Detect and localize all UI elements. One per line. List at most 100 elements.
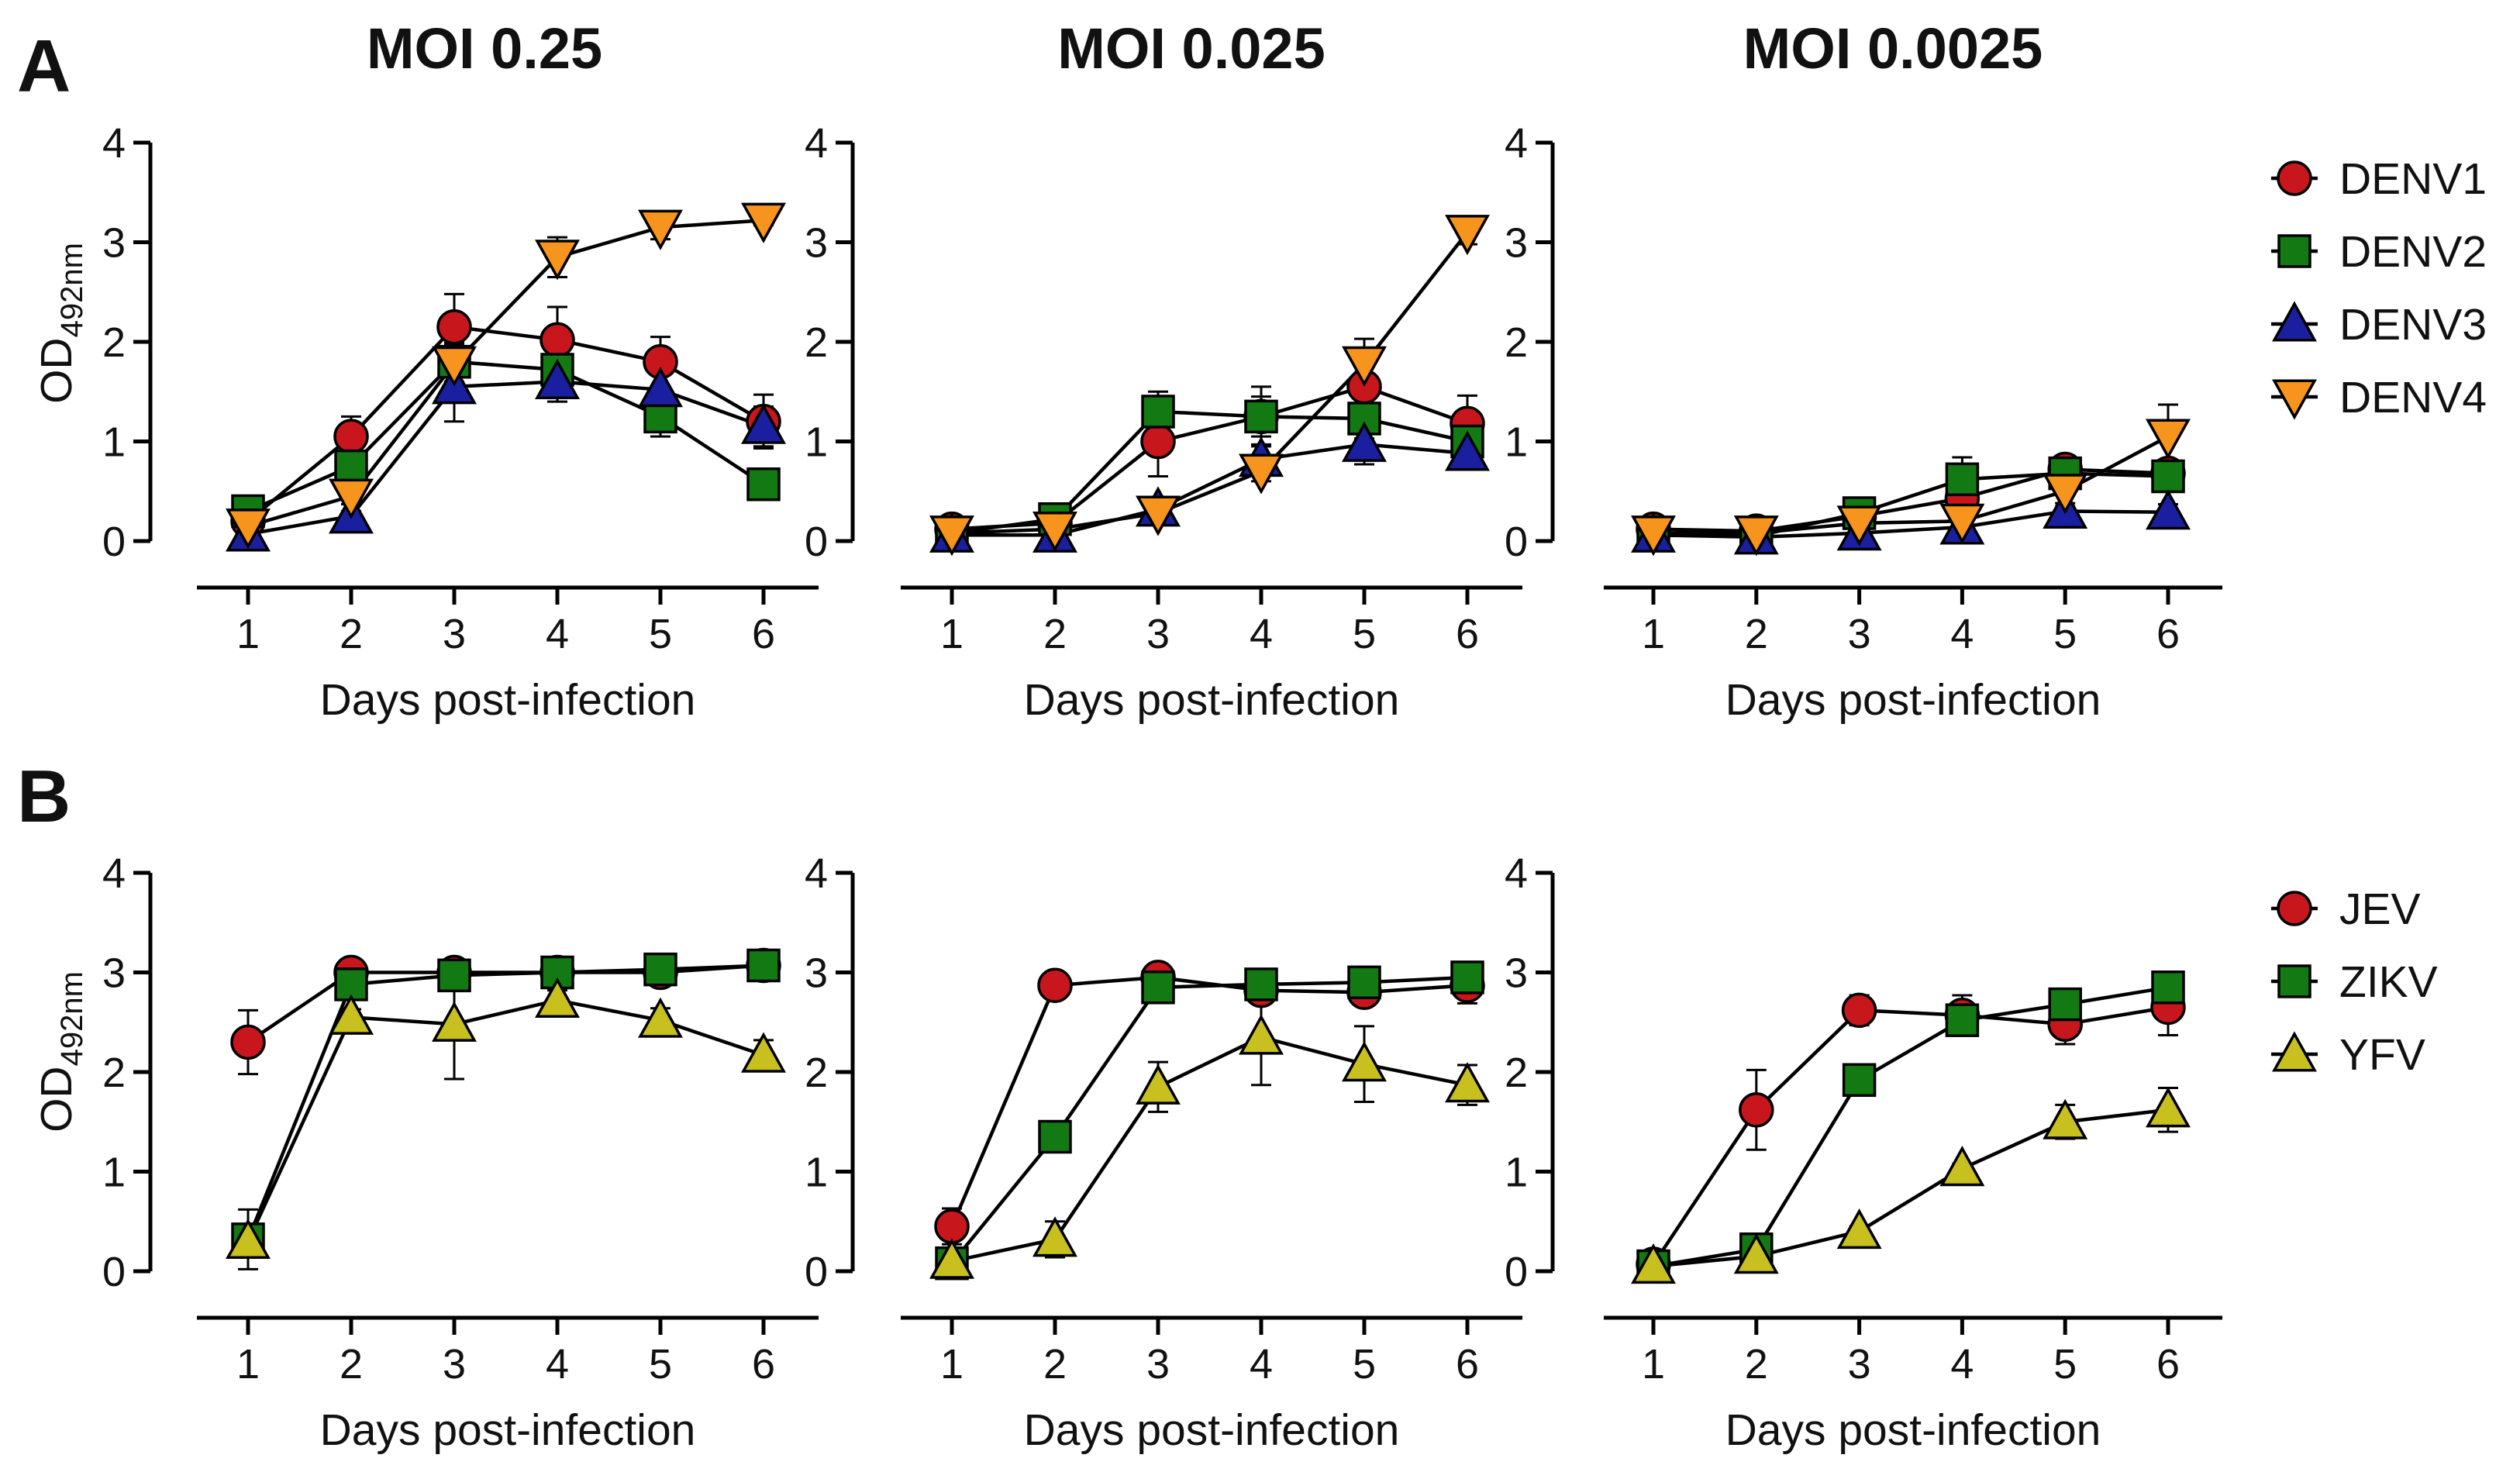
point-b-1-zikv-2: [1038, 1119, 1072, 1154]
x-axis-label-b-1: Days post-infection: [1024, 1405, 1400, 1455]
point-a-0-denv4-2: [329, 478, 374, 519]
y-tick-label-b-2-1: 1: [1505, 1150, 1528, 1196]
point-a-1-denv4-1: [929, 515, 974, 557]
panel-letter-a: A: [17, 25, 71, 108]
x-tick-label-b-1-5: 5: [1353, 1341, 1376, 1388]
point-b-2-yfv-1: [1631, 1243, 1676, 1284]
point-b-0-zikv-5: [643, 952, 677, 987]
x-tick-label-a-2-4: 4: [1950, 611, 1974, 657]
x-tick-label-b-2-2: 2: [1745, 1341, 1768, 1388]
point-a-1-denv4-4: [1239, 453, 1284, 495]
point-a-0-denv4-6: [741, 202, 786, 243]
y-tick-label-a-0-1: 1: [102, 419, 126, 466]
y-tick-label-b-2-2: 2: [1505, 1050, 1528, 1096]
point-a-0-denv3-4: [535, 358, 580, 399]
point-a-0-denv1-3: [436, 309, 472, 345]
legend-label-denv2: DENV2: [2339, 227, 2487, 277]
x-tick-label-b-2-6: 6: [2156, 1341, 2180, 1388]
point-b-2-yfv-6: [2146, 1087, 2191, 1128]
point-b-1-yfv-2: [1032, 1216, 1077, 1257]
point-a-0-denv3-5: [638, 367, 683, 408]
point-a-1-denv3-5: [1342, 421, 1387, 462]
x-tick-label-b-0-4: 4: [546, 1341, 569, 1388]
y-axis-label-b: OD492nm: [32, 971, 89, 1132]
x-tick-label-a-1-6: 6: [1456, 611, 1479, 657]
point-a-0-denv4-1: [226, 508, 271, 550]
point-b-1-zikv-5: [1347, 965, 1381, 1000]
x-tick-label-a-2-2: 2: [1745, 611, 1768, 657]
x-tick-label-b-1-4: 4: [1250, 1341, 1273, 1388]
column-title-moi-00025: MOI 0.0025: [1743, 16, 2043, 81]
x-tick-label-a-1-5: 5: [1353, 611, 1376, 657]
plot-b-moi-00025: 0 1 2 3 4 1 2 3 4 5 6 Days post-infection: [1505, 850, 2222, 1455]
point-b-0-zikv-6: [746, 948, 781, 983]
legend-item-zikv: ZIKV: [2271, 957, 2438, 1007]
y-tick-label-a-0-4: 4: [102, 120, 126, 167]
series-line-b-0-yfv: [246, 998, 764, 1243]
legend-b: JEV ZIKV YFV: [2271, 884, 2438, 1080]
legend-item-jev: JEV: [2271, 884, 2421, 934]
y-tick-label-a-2-2: 2: [1505, 319, 1528, 366]
point-b-2-yfv-4: [1939, 1146, 1985, 1187]
legend-marker-denv3: [2272, 301, 2317, 342]
point-a-0-denv1-2: [333, 419, 369, 454]
x-axis-label-b-2: Days post-infection: [1725, 1405, 2101, 1455]
point-a-2-denv2-6: [2151, 459, 2185, 494]
point-a-1-denv2-3: [1141, 395, 1175, 429]
point-a-1-denv4-6: [1445, 215, 1490, 256]
plot-b-moi-0025: 0 1 2 3 4 1 2 3 4 5 6 Days post-infection: [805, 850, 1522, 1455]
series-line-a-1-denv1: [951, 384, 1468, 531]
series-line-a-0-denv4: [247, 218, 764, 528]
y-tick-label-b-2-3: 3: [1505, 950, 1528, 997]
x-tick-label-a-2-3: 3: [1848, 611, 1871, 657]
point-b-0-zikv-3: [437, 958, 471, 993]
y-tick-label-b-0-1: 1: [102, 1150, 126, 1196]
point-b-1-zikv-3: [1141, 970, 1175, 1005]
point-a-0-denv4-4: [535, 240, 580, 281]
y-tick-label-b-1-4: 4: [805, 850, 828, 897]
y-axis-label-a: OD492nm: [32, 243, 89, 404]
point-b-0-yfv-1: [226, 1218, 271, 1259]
point-b-1-yfv-6: [1445, 1062, 1490, 1103]
x-axis-label-b-0: Days post-infection: [320, 1405, 696, 1455]
y-tick-label-a-1-2: 2: [805, 319, 828, 366]
series-line-a-1-denv3: [952, 443, 1468, 537]
y-axis-label-a-sub: 492nm: [55, 243, 89, 337]
x-tick-label-a-0-6: 6: [752, 611, 775, 657]
point-b-1-jev-2: [1037, 967, 1073, 1003]
point-a-2-denv4-3: [1836, 505, 1882, 546]
series-line-a-2-denv3: [1653, 509, 2169, 540]
point-b-0-jev-1: [230, 1024, 266, 1060]
y-tick-label-b-1-0: 0: [805, 1249, 828, 1295]
x-tick-label-a-2-6: 6: [2156, 611, 2180, 657]
series-line-b-1-jev: [950, 975, 1468, 1228]
y-tick-label-a-1-1: 1: [805, 419, 828, 466]
y-tick-label-a-2-1: 1: [1505, 419, 1528, 466]
y-tick-label-a-2-4: 4: [1505, 120, 1528, 167]
legend-marker-denv4: [2272, 379, 2317, 420]
y-tick-label-b-0-2: 2: [102, 1050, 126, 1096]
y-axis-label-b-sub: 492nm: [55, 971, 89, 1066]
y-tick-label-b-2-0: 0: [1505, 1249, 1528, 1295]
point-b-2-zikv-4: [1945, 1003, 1980, 1037]
series-line-a-2-denv2: [1653, 471, 2169, 538]
legend-item-yfv: YFV: [2271, 1030, 2425, 1080]
point-b-0-yfv-3: [432, 1001, 477, 1042]
point-b-0-yfv-2: [329, 994, 374, 1035]
x-tick-label-b-1-6: 6: [1456, 1341, 1479, 1388]
point-b-0-yfv-5: [638, 997, 683, 1038]
point-b-2-jev-3: [1841, 992, 1877, 1029]
x-tick-label-a-2-1: 1: [1642, 611, 1665, 657]
point-b-1-yfv-1: [929, 1238, 974, 1279]
x-tick-label-b-0-3: 3: [443, 1341, 466, 1388]
x-tick-label-a-1-3: 3: [1146, 611, 1170, 657]
y-tick-label-a-1-0: 0: [805, 519, 828, 565]
point-a-1-denv4-3: [1136, 495, 1181, 536]
y-tick-label-a-2-3: 3: [1505, 220, 1528, 267]
point-b-2-jev-2: [1739, 1092, 1774, 1128]
point-b-2-zikv-3: [1842, 1063, 1877, 1098]
x-tick-label-b-2-1: 1: [1642, 1341, 1665, 1388]
point-b-1-yfv-3: [1136, 1063, 1181, 1105]
plot-b-moi-025: 0 1 2 3 4 1 2 3 4 5 6 Days post-infection: [102, 850, 819, 1455]
y-tick-label-a-0-0: 0: [102, 519, 126, 565]
